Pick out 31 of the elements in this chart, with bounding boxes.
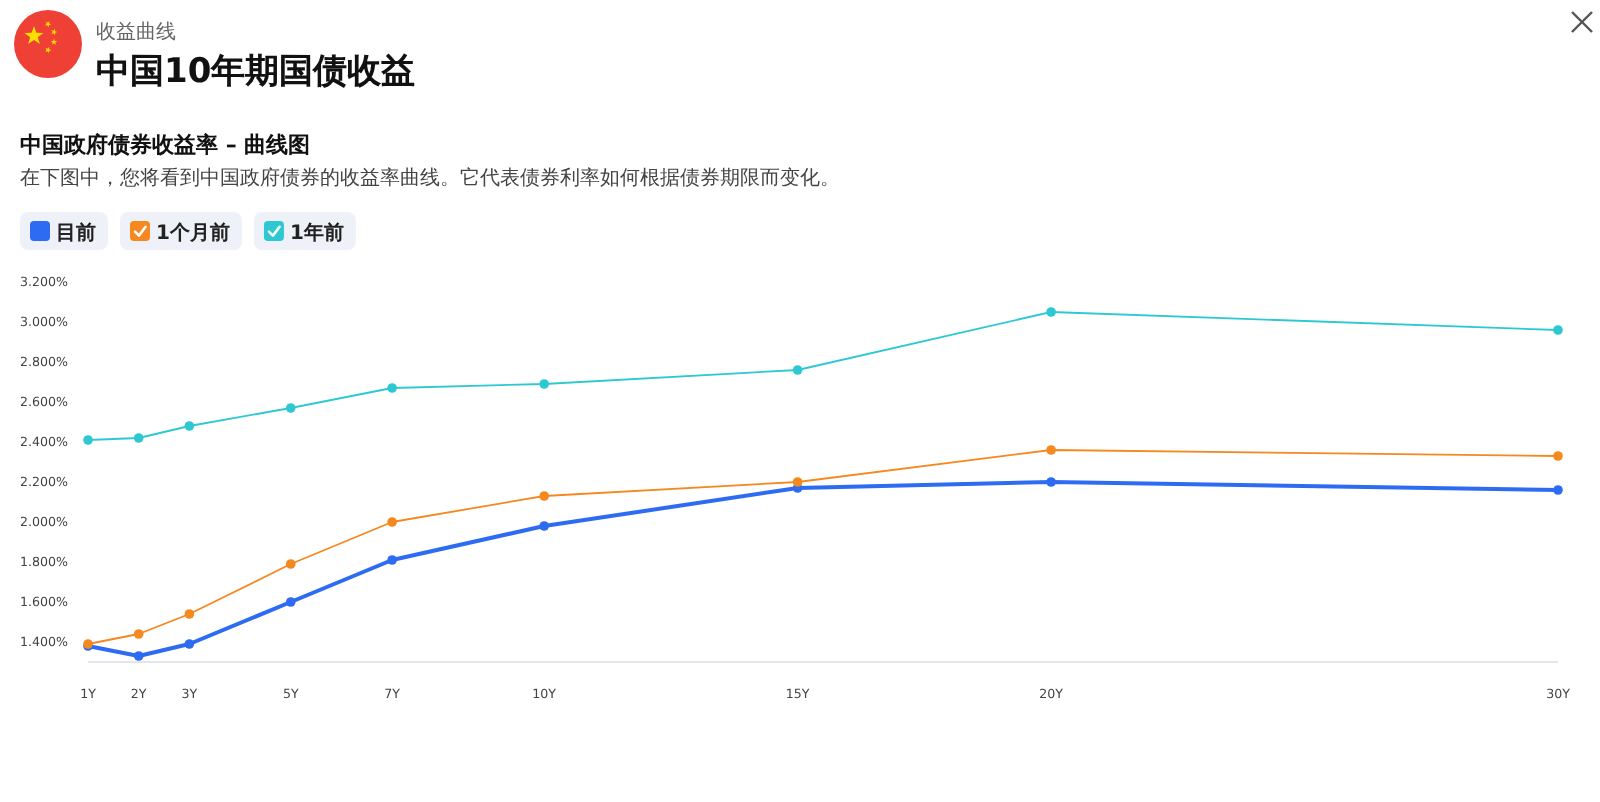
point [1553, 325, 1563, 335]
point [1553, 485, 1563, 495]
point [285, 597, 296, 607]
point [387, 555, 397, 565]
point [539, 379, 550, 389]
point [539, 491, 550, 501]
point [387, 517, 397, 527]
point [285, 403, 296, 413]
legend-label: 目前 [56, 221, 96, 245]
point [539, 521, 550, 531]
chart-title: 中国10年期国债收益 [96, 52, 416, 92]
point [792, 365, 803, 375]
point [133, 651, 144, 661]
text: 在下图中，您将看到中国政府债券的收益率曲线。它代表债券利率如何根据债券期限而变化。 [20, 166, 840, 190]
text: 收益曲线 [96, 20, 176, 44]
point [1553, 451, 1563, 461]
point [83, 435, 93, 445]
point [285, 559, 296, 569]
point [1046, 307, 1056, 317]
point [387, 383, 397, 393]
legend-label: 1年前 [289, 221, 344, 245]
point [792, 477, 803, 487]
legend-label: 1个月前 [156, 221, 230, 245]
point [1046, 445, 1056, 455]
point [184, 639, 195, 649]
point [1046, 477, 1056, 487]
point [184, 609, 195, 619]
chart-subtitle: 中国政府债券收益率 – 曲线图 [20, 132, 311, 158]
point [133, 433, 144, 443]
point [184, 421, 195, 431]
point [133, 629, 144, 639]
